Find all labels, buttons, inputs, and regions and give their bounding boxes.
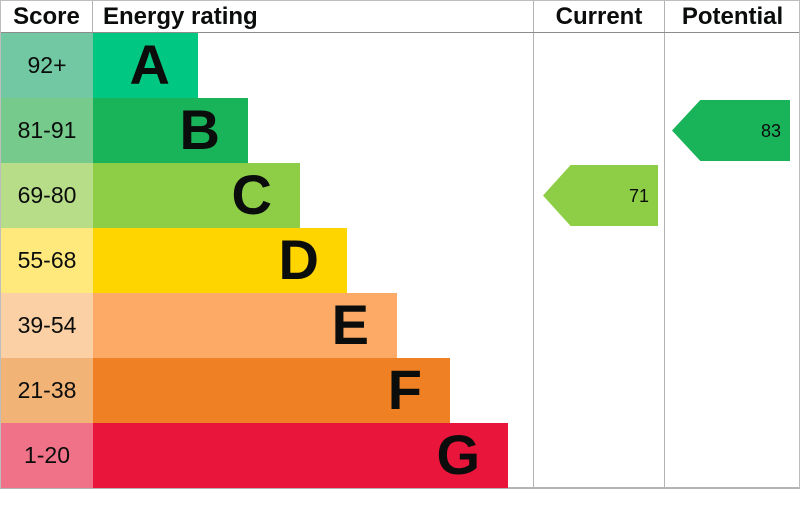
band-score-label: 55-68: [1, 228, 93, 293]
band-score-label: 92+: [1, 33, 93, 98]
band-score-label: 21-38: [1, 358, 93, 423]
current-column-cell: [533, 33, 664, 98]
band-bar-d: D: [93, 228, 347, 293]
header-energy-rating: Energy rating: [103, 2, 258, 30]
band-row-d: 55-68 D: [1, 228, 799, 293]
band-bar-c: C: [93, 163, 300, 228]
epc-chart: Score Energy rating Current Potential 92…: [0, 0, 800, 489]
header-potential: Potential: [664, 1, 800, 32]
current-column-cell: [533, 228, 664, 293]
potential-column-cell: [664, 423, 800, 488]
band-bar-g: G: [93, 423, 508, 488]
header-current: Current: [533, 1, 664, 32]
potential-column-cell: [664, 358, 800, 423]
potential-column-cell: [664, 33, 800, 98]
band-row-e: 39-54 E: [1, 293, 799, 358]
current-rating-arrow: 71: [543, 165, 658, 226]
current-column-cell: [533, 358, 664, 423]
band-bar-f: F: [93, 358, 450, 423]
potential-rating-arrow: 83: [672, 100, 790, 161]
band-letter: C: [231, 162, 272, 226]
band-bar-a: A: [93, 33, 198, 98]
band-letter: E: [331, 292, 369, 356]
band-row-c: 69-80 C 71: [1, 163, 799, 228]
band-row-b: 81-91 B 83: [1, 98, 799, 163]
current-column-cell: [533, 293, 664, 358]
band-letter: A: [129, 32, 170, 96]
band-row-g: 1-20 G: [1, 423, 799, 488]
band-bar-b: B: [93, 98, 248, 163]
potential-value: 83: [760, 120, 781, 141]
header-score: Score: [1, 1, 93, 32]
current-column-cell: 71: [533, 163, 664, 228]
potential-column-cell: [664, 293, 800, 358]
potential-column-cell: 83: [664, 98, 800, 163]
band-score-label: 39-54: [1, 293, 93, 358]
band-score-label: 81-91: [1, 98, 93, 163]
band-bar-e: E: [93, 293, 397, 358]
band-row-f: 21-38 F: [1, 358, 799, 423]
current-column-cell: [533, 98, 664, 163]
current-column-cell: [533, 423, 664, 488]
band-letter: G: [436, 422, 480, 486]
potential-column-cell: [664, 228, 800, 293]
band-letter: D: [278, 227, 319, 291]
potential-column-cell: [664, 163, 800, 228]
band-row-a: 92+ A: [1, 33, 799, 98]
band-letter: F: [387, 357, 422, 421]
band-score-label: 69-80: [1, 163, 93, 228]
current-value: 71: [628, 185, 649, 206]
band-letter: B: [179, 97, 220, 161]
band-score-label: 1-20: [1, 423, 93, 488]
header-row: Score Energy rating Current Potential: [1, 1, 799, 33]
